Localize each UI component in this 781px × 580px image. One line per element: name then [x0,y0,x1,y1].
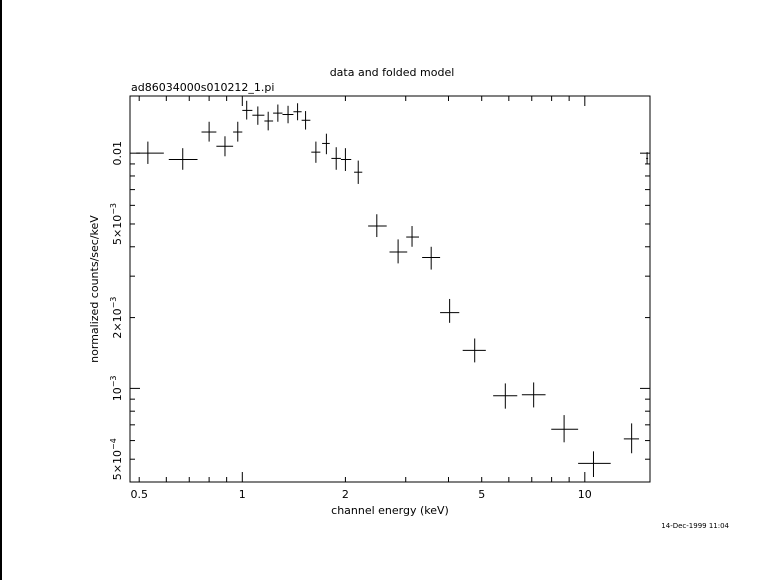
data-point [216,136,234,157]
data-points [136,100,649,478]
data-point [273,104,283,122]
data-point [301,111,311,130]
data-point [354,160,363,184]
data-point [578,451,611,478]
x-tick-label: 5 [478,488,485,501]
data-point [389,239,408,264]
x-tick-label: 0.5 [130,488,148,501]
data-point [322,133,330,155]
data-point [252,106,265,125]
data-point [493,383,518,409]
data-point [233,121,243,142]
data-point [168,148,198,170]
data-point [331,147,341,170]
y-tick-label: 5×10−4 [109,438,124,480]
data-point [264,111,274,131]
data-point [422,246,441,270]
data-point [293,103,302,121]
data-point [136,141,164,164]
chart-title: data and folded model [330,66,455,79]
chart-subtitle: ad86034000s010212_1.pi [131,81,274,94]
y-axis-ticks [130,152,650,483]
y-axis-label: normalized counts/sec/keV [88,215,101,363]
x-tick-label: 10 [578,488,592,501]
y-tick-label: 0.01 [111,141,124,166]
left-border-line [0,0,2,580]
data-point [551,415,579,443]
data-point [201,121,217,142]
data-point [406,226,419,247]
data-point [311,141,321,163]
x-tick-label: 2 [342,488,349,501]
data-point [368,214,387,238]
x-axis-ticks [138,96,586,482]
x-axis-tick-labels: 0.5 1 2 5 10 [130,488,591,501]
y-axis-tick-labels: 0.01 5×10−3 2×10−3 10−3 5×10−4 [109,141,124,480]
x-axis-label: channel energy (keV) [331,504,449,517]
data-point [646,152,649,164]
data-point [242,100,253,120]
plot-frame [129,95,651,483]
y-tick-label: 5×10−3 [109,203,124,245]
timestamp: 14-Dec-1999 11:04 [661,522,729,530]
y-tick-label: 2×10−3 [109,297,124,339]
data-point [440,298,460,323]
data-point [282,105,294,124]
y-tick-label: 10−3 [109,376,124,402]
data-point [521,382,546,408]
data-point [462,338,486,363]
x-tick-label: 1 [239,488,246,501]
data-point [340,148,352,171]
data-point [623,423,640,454]
